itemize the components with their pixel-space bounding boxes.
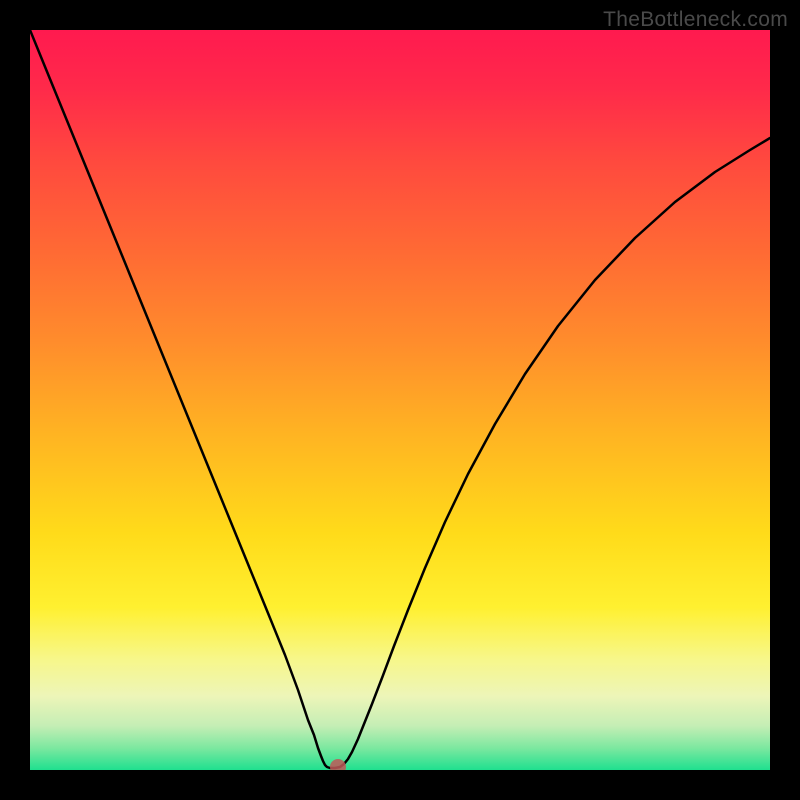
- watermark-text: TheBottleneck.com: [603, 8, 788, 32]
- plot-area: [30, 30, 770, 770]
- bottleneck-curve: [30, 30, 770, 770]
- minimum-marker: [330, 759, 346, 770]
